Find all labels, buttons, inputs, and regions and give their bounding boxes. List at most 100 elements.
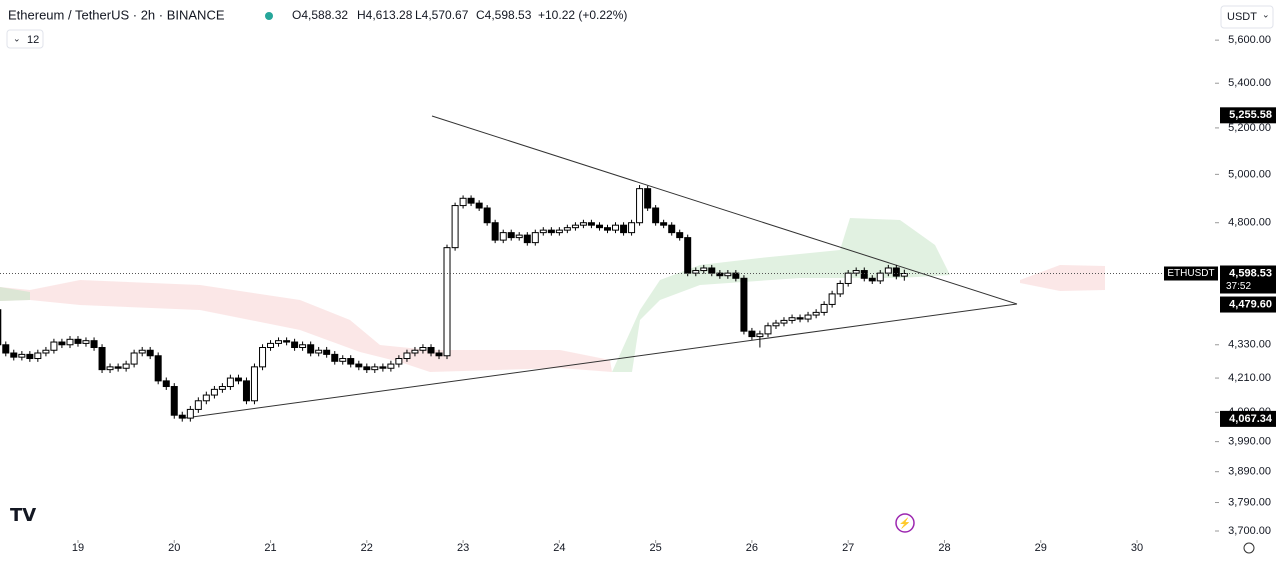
candle-body — [291, 341, 299, 349]
candle-body — [668, 224, 676, 234]
y-tick-label: 4,330.00 — [1228, 339, 1271, 351]
events-icon[interactable] — [895, 513, 915, 533]
candle — [363, 363, 371, 374]
candle — [660, 219, 668, 229]
candle-body — [644, 188, 652, 209]
candle-body — [483, 207, 491, 224]
candle-body — [571, 224, 579, 229]
candle-body — [267, 342, 275, 349]
candle-body — [772, 322, 780, 327]
indicator-toggle[interactable] — [6, 29, 44, 49]
candle-body — [419, 347, 427, 351]
candle-body — [331, 353, 339, 362]
candle — [836, 280, 844, 298]
candle — [138, 346, 146, 357]
candle — [98, 344, 106, 374]
candle — [756, 330, 764, 348]
candle — [620, 222, 628, 236]
candle-body — [507, 232, 515, 239]
settings-icon[interactable] — [1243, 542, 1255, 554]
candle-body — [74, 338, 82, 344]
candle — [644, 185, 652, 211]
candle — [844, 270, 852, 287]
price-tag-label: 5,255.58 — [1229, 109, 1272, 121]
candle — [66, 336, 74, 349]
candle — [218, 383, 226, 393]
candle-body — [66, 338, 74, 346]
candle — [299, 341, 307, 351]
candle — [724, 270, 732, 279]
candle-body — [106, 366, 114, 371]
candle-body — [467, 197, 475, 204]
candle-body — [395, 358, 403, 365]
candle-body — [130, 352, 138, 365]
candle-body — [226, 377, 234, 388]
candle — [587, 219, 595, 229]
x-tick-label: 28 — [938, 542, 950, 554]
candle-body — [0, 309, 2, 346]
candle — [106, 363, 114, 374]
candle-body — [218, 386, 226, 390]
candle-body — [852, 270, 860, 274]
candle — [628, 219, 636, 236]
candle — [226, 374, 234, 390]
candle — [291, 338, 299, 351]
candle — [427, 344, 435, 357]
candle-body — [660, 222, 668, 226]
x-tick-label: 29 — [1035, 542, 1047, 554]
candle-body — [596, 224, 604, 229]
candle-body — [804, 314, 812, 320]
candle-body — [259, 347, 267, 368]
candle-body — [194, 400, 202, 410]
price-tag — [1220, 107, 1276, 124]
candle-body — [347, 358, 355, 365]
candle — [676, 229, 684, 241]
candle — [868, 275, 876, 284]
candle — [443, 244, 451, 360]
candle — [716, 270, 724, 279]
candle-body — [363, 366, 371, 371]
candle — [355, 360, 363, 371]
candle — [154, 352, 162, 385]
symbol-tag-label: ETHUSDT — [1167, 268, 1214, 279]
x-tick-label: 22 — [361, 542, 373, 554]
candle — [331, 351, 339, 365]
candle-body — [146, 349, 154, 357]
candle — [347, 355, 355, 368]
candle — [579, 219, 587, 229]
y-tick-label: 5,600.00 — [1228, 34, 1271, 46]
currency-label: USDT — [1227, 11, 1257, 23]
x-tick-label: 24 — [553, 542, 565, 554]
candle-body — [18, 353, 26, 358]
ohlc-open: O4,588.32 — [292, 8, 348, 22]
candle-body — [900, 273, 908, 277]
candle — [339, 355, 347, 365]
candle-body — [250, 366, 258, 402]
x-tick-label: 19 — [72, 542, 84, 554]
candle-body — [684, 237, 692, 274]
candle — [475, 200, 483, 211]
candle-body — [579, 222, 587, 226]
candle-body — [515, 234, 523, 239]
candle-body — [563, 227, 571, 231]
candle-body — [812, 311, 820, 316]
candle-body — [339, 358, 347, 362]
candle-body — [242, 380, 250, 402]
candle — [0, 309, 2, 346]
ohlc-low: L4,570.67 — [415, 8, 469, 22]
candle — [636, 185, 644, 226]
candle — [547, 227, 555, 236]
candle — [764, 322, 772, 338]
candle — [740, 275, 748, 335]
y-tick-label: 5,400.00 — [1228, 77, 1271, 89]
cloud-bullish — [0, 287, 30, 301]
candle — [523, 232, 531, 246]
chevron: ⌄ — [13, 33, 21, 43]
candle — [499, 229, 507, 244]
last-price-tag — [1220, 265, 1276, 294]
candle — [419, 344, 427, 354]
indicator-count: 12 — [27, 34, 39, 46]
currency-button[interactable] — [1220, 5, 1274, 29]
candle-body — [796, 317, 804, 320]
x-tick-label: 26 — [746, 542, 758, 554]
